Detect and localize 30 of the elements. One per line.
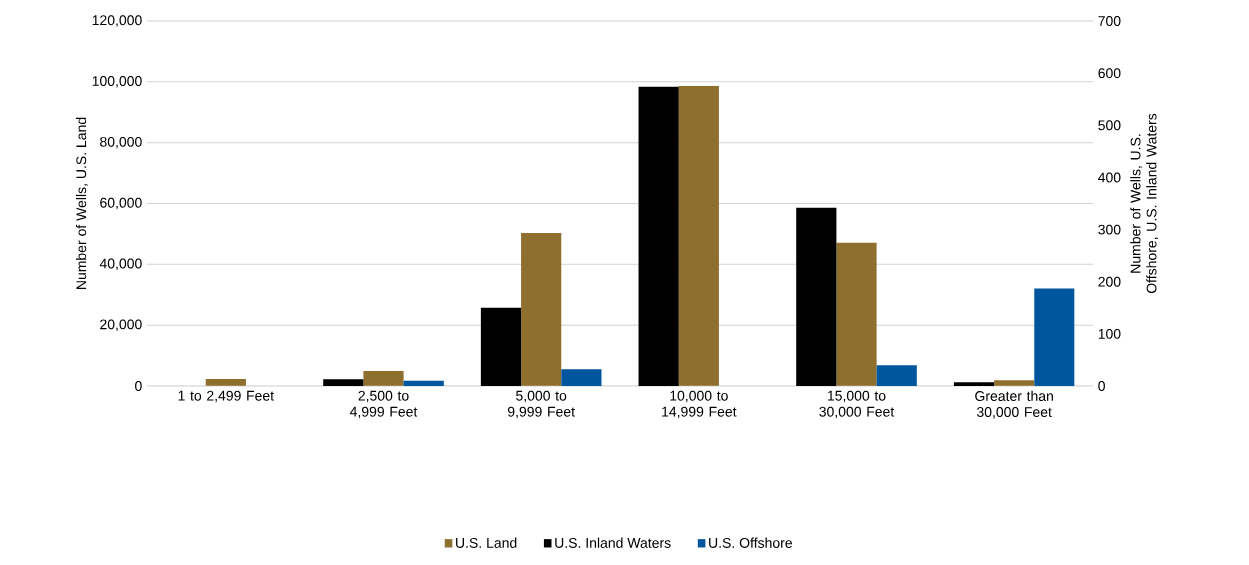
- bar: [1034, 288, 1075, 386]
- legend-label: U.S. Land: [456, 537, 517, 548]
- y-tick-label: 0: [135, 381, 142, 391]
- y2-tick-label: 0: [1098, 381, 1105, 391]
- y2-tick-label: 100: [1098, 328, 1121, 339]
- x-tick-label: 10,000 to 14,999 Feet: [662, 390, 737, 419]
- x-tick-label: Greater than 30,000 Feet: [975, 390, 1053, 419]
- y-tick-label: 80,000: [100, 136, 142, 149]
- y2-tick-label: 600: [1098, 68, 1121, 79]
- y-axis-title: Number of Wells, U.S. Land: [75, 117, 88, 289]
- y-tick-label: 100,000: [92, 76, 142, 88]
- legend-label: U.S. Inland Waters: [555, 537, 671, 548]
- bar: [561, 369, 602, 386]
- y-tick-label: 40,000: [99, 258, 142, 271]
- y-tick-label: 60,000: [100, 197, 142, 210]
- y2-tick-label: 300: [1098, 224, 1121, 235]
- x-tick-label: 15,000 to 30,000 Feet: [819, 390, 895, 419]
- legend-label: U.S. Offshore: [709, 537, 792, 548]
- y-tick-label: 120,000: [92, 15, 142, 27]
- y2-tick-label: 200: [1098, 276, 1121, 287]
- y2-axis-title: Number of Wells, U.S. Offshore, U.S. Inland Waters: [1130, 113, 1159, 294]
- y2-tick-label: 700: [1098, 16, 1121, 26]
- y2-tick-label: 400: [1098, 172, 1121, 183]
- x-tick-label: 1 to 2,499 Feet: [178, 390, 274, 403]
- bar: [876, 365, 917, 386]
- x-tick-label: 5,000 to 9,999 Feet: [507, 390, 575, 419]
- y-tick-label: 20,000: [100, 319, 142, 331]
- x-tick-label: 2,500 to 4,999 Feet: [349, 390, 418, 419]
- y2-tick-label: 500: [1098, 120, 1121, 131]
- bar: [363, 371, 404, 386]
